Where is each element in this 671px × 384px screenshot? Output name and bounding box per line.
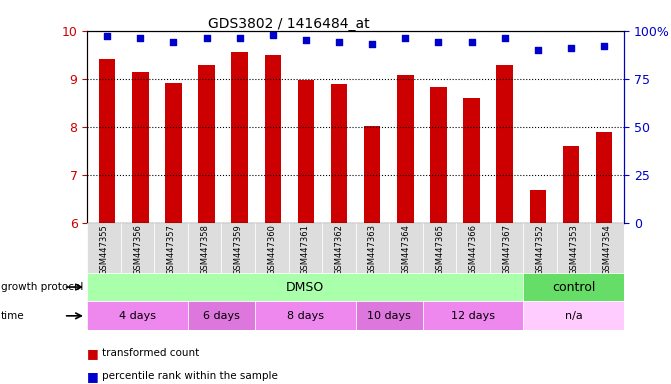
Bar	[497, 65, 513, 223]
Bar	[289, 223, 322, 273]
Text: GSM447366: GSM447366	[468, 224, 478, 275]
Text: GSM447363: GSM447363	[368, 224, 377, 275]
Text: GSM447365: GSM447365	[435, 224, 444, 275]
Point	[367, 41, 378, 47]
Point	[301, 37, 311, 43]
Text: GSM447360: GSM447360	[267, 224, 276, 275]
Text: GSM447364: GSM447364	[401, 224, 411, 275]
Bar	[523, 273, 624, 301]
Bar	[397, 75, 413, 223]
Point	[268, 31, 278, 38]
Bar	[331, 84, 348, 223]
Point	[566, 45, 576, 51]
Point	[533, 47, 544, 53]
Bar	[87, 273, 523, 301]
Text: percentile rank within the sample: percentile rank within the sample	[102, 371, 278, 381]
Bar	[165, 83, 182, 223]
Bar	[231, 52, 248, 223]
Point	[400, 35, 411, 41]
Bar	[529, 190, 546, 223]
Point	[466, 39, 477, 45]
Bar	[364, 126, 380, 223]
Text: GSM447357: GSM447357	[166, 224, 176, 275]
Bar	[423, 301, 523, 330]
Point	[168, 39, 178, 45]
Point	[599, 43, 609, 49]
Bar	[563, 146, 579, 223]
Bar	[154, 223, 188, 273]
Point	[135, 35, 146, 41]
Bar	[99, 59, 115, 223]
Bar	[356, 301, 423, 330]
Point	[201, 35, 212, 41]
Text: ■: ■	[87, 370, 99, 383]
Bar	[523, 223, 557, 273]
Point	[234, 35, 245, 41]
Bar	[255, 301, 356, 330]
Bar	[221, 223, 255, 273]
Point	[333, 39, 344, 45]
Bar	[188, 301, 255, 330]
Text: 10 days: 10 days	[367, 311, 411, 321]
Text: GSM447361: GSM447361	[301, 224, 310, 275]
Text: GSM447362: GSM447362	[334, 224, 344, 275]
Text: GDS3802 / 1416484_at: GDS3802 / 1416484_at	[208, 17, 369, 31]
Bar	[356, 223, 389, 273]
Bar	[389, 223, 423, 273]
Bar	[322, 223, 356, 273]
Bar	[255, 223, 289, 273]
Text: GSM447356: GSM447356	[133, 224, 142, 275]
Text: ■: ■	[87, 347, 99, 360]
Bar	[87, 301, 188, 330]
Text: 6 days: 6 days	[203, 311, 240, 321]
Point	[102, 33, 113, 40]
Bar	[430, 88, 447, 223]
Bar	[557, 223, 590, 273]
Bar	[132, 71, 148, 223]
Bar	[188, 223, 221, 273]
Text: 8 days: 8 days	[287, 311, 324, 321]
Text: DMSO: DMSO	[286, 281, 325, 293]
Text: 12 days: 12 days	[451, 311, 495, 321]
Text: GSM447358: GSM447358	[200, 224, 209, 275]
Text: 4 days: 4 days	[119, 311, 156, 321]
Text: n/a: n/a	[565, 311, 582, 321]
Text: GSM447352: GSM447352	[535, 224, 545, 275]
Point	[433, 39, 444, 45]
Text: growth protocol: growth protocol	[1, 282, 83, 292]
Text: control: control	[552, 281, 595, 293]
Bar	[463, 98, 480, 223]
Text: time: time	[1, 311, 24, 321]
Text: transformed count: transformed count	[102, 348, 199, 358]
Point	[499, 35, 510, 41]
Bar	[198, 65, 215, 223]
Text: GSM447355: GSM447355	[99, 224, 109, 275]
Bar	[523, 301, 624, 330]
Text: GSM447353: GSM447353	[569, 224, 578, 275]
Bar	[264, 55, 281, 223]
Bar	[490, 223, 523, 273]
Text: GSM447367: GSM447367	[502, 224, 511, 275]
Bar	[596, 131, 613, 223]
Bar	[423, 223, 456, 273]
Bar	[456, 223, 490, 273]
Bar	[590, 223, 624, 273]
Text: GSM447359: GSM447359	[234, 224, 243, 275]
Bar	[298, 80, 314, 223]
Text: GSM447354: GSM447354	[603, 224, 612, 275]
Bar	[121, 223, 154, 273]
Bar	[87, 223, 121, 273]
